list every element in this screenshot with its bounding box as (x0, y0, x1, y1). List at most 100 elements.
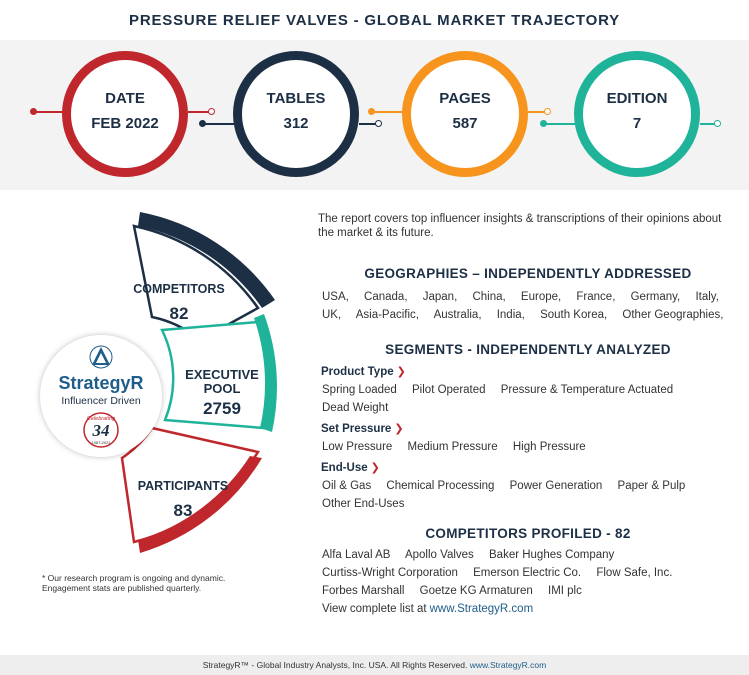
executive-value: 2759 (203, 399, 241, 418)
product-type-row-1: Spring Loaded Pilot Operated Pressure & … (322, 384, 738, 396)
executive-label-2: POOL (203, 381, 241, 396)
connector-line (204, 123, 234, 125)
product-type-label: Product Type ❯ (321, 366, 406, 378)
stat-value: 312 (283, 115, 309, 132)
connector-line (528, 111, 546, 113)
engagement-graphic (120, 212, 277, 553)
stat-label: PAGES (439, 90, 491, 107)
segment-item: Pilot Operated (412, 384, 486, 396)
geo-item: France, (576, 291, 616, 303)
set-pressure-row-1: Low Pressure Medium Pressure High Pressu… (322, 441, 738, 453)
footer: StrategyR™ - Global Industry Analysts, I… (0, 655, 749, 675)
geo-item: China, (472, 291, 506, 303)
stat-tables: TABLES 312 (233, 51, 359, 177)
product-type-row-2: Dead Weight (322, 402, 738, 414)
badge-text: Celebrating (86, 416, 116, 422)
segment-item: Power Generation (509, 480, 603, 492)
competitors-row-2: Curtiss-Wright Corporation Emerson Elect… (322, 567, 738, 579)
anniversary-badge: Celebrating 34 1987-2021 (82, 411, 120, 449)
geographies-row-2: UK, Asia-Pacific, Australia, India, Sout… (322, 309, 738, 321)
end-use-row-2: Other End-Uses (322, 498, 738, 510)
connector-line (373, 111, 403, 113)
geographies-heading: GEOGRAPHIES – INDEPENDENTLY ADDRESSED (364, 266, 692, 281)
segment-item: Other End-Uses (322, 498, 405, 510)
participants-label: PARTICIPANTS (137, 479, 229, 493)
geo-item: Japan, (422, 291, 458, 303)
footer-link[interactable]: www.StrategyR.com (469, 660, 547, 670)
segment-item: Medium Pressure (407, 441, 498, 453)
logo-emblem-icon (89, 345, 113, 369)
connector-dot (544, 108, 551, 115)
connector-dot (714, 120, 721, 127)
view-list-text: View complete list at (322, 603, 427, 615)
chevron-right-icon: ❯ (370, 462, 380, 474)
footnote: * Our research program is ongoing and dy… (42, 573, 226, 593)
competitor-item: Flow Safe, Inc. (596, 567, 673, 579)
connector-dot (208, 108, 215, 115)
view-complete-list: View complete list at www.StrategyR.com (322, 603, 738, 615)
competitors-arc (138, 212, 275, 308)
stat-pages: PAGES 587 (402, 51, 528, 177)
set-pressure-label: Set Pressure ❯ (321, 423, 404, 435)
geo-item: Europe, (520, 291, 562, 303)
connector-line (545, 123, 575, 125)
geo-item: UK, (322, 309, 342, 321)
geo-item: India, (496, 309, 525, 321)
stat-edition: EDITION 7 (574, 51, 700, 177)
executive-label-1: EXECUTIVE (185, 367, 259, 382)
competitor-item: Goetze KG Armaturen (419, 585, 533, 597)
competitor-item: Baker Hughes Company (489, 549, 615, 561)
stat-date: DATE FEB 2022 (62, 51, 188, 177)
competitor-item: IMI plc (548, 585, 582, 597)
participants-value: 83 (173, 501, 193, 520)
geographies-row-1: USA, Canada, Japan, China, Europe, Franc… (322, 291, 738, 303)
connector-dot (375, 120, 382, 127)
executive-stat: EXECUTIVE POOL 2759 (172, 367, 272, 418)
segment-item: Spring Loaded (322, 384, 397, 396)
competitors-row-1: Alfa Laval AB Apollo Valves Baker Hughes… (322, 549, 738, 561)
logo-tagline: Influencer Driven (61, 395, 141, 407)
view-list-link[interactable]: www.StrategyR.com (429, 603, 534, 615)
stat-value: 587 (452, 115, 478, 132)
stats-band: DATE FEB 2022 TABLES 312 PAGES 587 EDITI… (0, 40, 749, 190)
competitors-heading: COMPETITORS PROFILED - 82 (425, 526, 631, 541)
strategyr-logo: StrategyR Influencer Driven Celebrating … (40, 335, 162, 457)
geo-item: USA, (322, 291, 349, 303)
stat-label: TABLES (266, 90, 326, 107)
connector-dot (368, 108, 375, 115)
geo-item: Australia, (433, 309, 482, 321)
badge-years: 1987-2021 (91, 440, 111, 445)
connector-line (359, 123, 377, 125)
executive-arc (254, 314, 277, 432)
participants-arc (138, 456, 262, 553)
segment-item: Pressure & Temperature Actuated (500, 384, 674, 396)
competitor-item: Emerson Electric Co. (473, 567, 582, 579)
competitors-value: 82 (169, 304, 189, 323)
geo-item: Other Geographies, (622, 309, 724, 321)
segment-item: Low Pressure (322, 441, 393, 453)
end-use-label: End-Use ❯ (321, 462, 380, 474)
intro-text: The report covers top influencer insight… (318, 213, 722, 239)
competitor-item: Apollo Valves (404, 549, 474, 561)
segment-item: Chemical Processing (386, 480, 495, 492)
geo-item: Germany, (630, 291, 681, 303)
geo-item: Italy, (695, 291, 719, 303)
stat-value: FEB 2022 (91, 115, 159, 132)
participants-stat: PARTICIPANTS 83 (128, 477, 238, 521)
end-use-row-1: Oil & Gas Chemical Processing Power Gene… (322, 480, 738, 492)
connector-dot (540, 120, 547, 127)
segment-item: Dead Weight (322, 402, 389, 414)
competitors-stat: COMPETITORS 82 (124, 280, 234, 324)
logo-name: StrategyR (58, 373, 144, 393)
footer-text: StrategyR™ - Global Industry Analysts, I… (202, 660, 468, 670)
connector-dot (199, 120, 206, 127)
competitor-item: Forbes Marshall (322, 585, 405, 597)
geo-item: Asia-Pacific, (355, 309, 420, 321)
connector-line (188, 111, 210, 113)
badge-number: 34 (92, 421, 110, 440)
connector-line (33, 111, 63, 113)
segment-item: Paper & Pulp (617, 480, 686, 492)
chevron-right-icon: ❯ (396, 366, 406, 378)
stat-value: 7 (632, 115, 642, 132)
geo-item: South Korea, (540, 309, 608, 321)
